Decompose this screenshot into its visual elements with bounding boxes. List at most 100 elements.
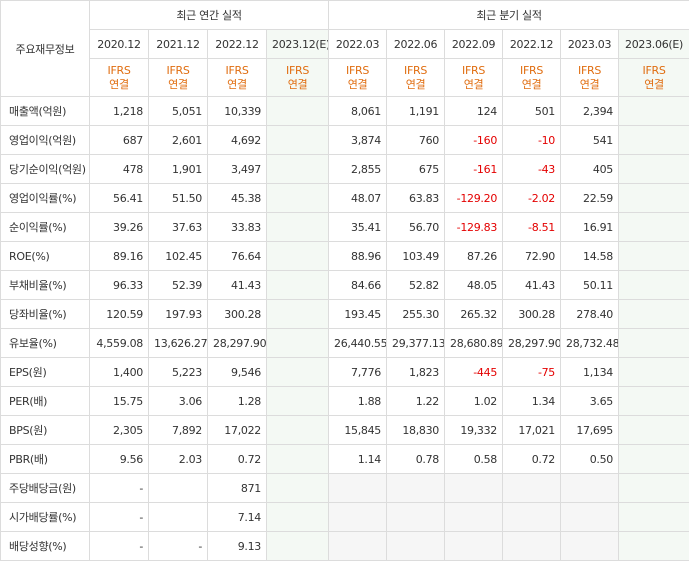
row-label: 시가배당률(%) [0,502,90,532]
quarter-value-cell: -8.51 [502,212,562,242]
quarter-value-cell: 72.90 [502,241,562,271]
quarter-value-cell [618,96,689,126]
quarter-value-cell [560,473,620,503]
annual-value-cell: - [148,531,208,561]
row-label: 당기순이익(억원) [0,154,90,184]
quarter-value-cell: -129.83 [444,212,504,242]
annual-value-cell [265,241,330,271]
quarter-value-cell: -10 [502,125,562,155]
quarter-value-cell: 1,823 [386,357,446,387]
table-row: 당기순이익(억원) 478 1,901 3,497 2,855 675 -161 -43 405 [0,154,689,184]
quarter-value-cell: 0.78 [386,444,446,474]
report-type-consolidated: 연결 [579,77,600,91]
period-header: 2022.09 [444,29,504,59]
period-header: 2023.03 [560,29,620,59]
report-type-ifrs: IFRS [578,63,602,77]
annual-value-cell [148,473,208,503]
quarter-value-cell: 84.66 [328,270,388,300]
quarter-value-cell: 300.28 [502,299,562,329]
report-type-ifrs: IFRS [225,63,249,77]
report-type-ifrs: IFRS [166,63,190,77]
report-type-consolidated: 연결 [521,77,542,91]
annual-value-cell [265,357,330,387]
annual-value-cell: 45.38 [207,183,267,213]
quarter-value-cell: 28,732.48 [560,328,620,358]
annual-value-cell: 56.41 [89,183,149,213]
quarter-value-cell: 1.88 [328,386,388,416]
annual-value-cell: 41.43 [207,270,267,300]
quarter-value-cell: 0.72 [502,444,562,474]
row-label: 당좌비율(%) [0,299,90,329]
row-label: 영업이익률(%) [0,183,90,213]
quarter-value-cell [618,531,689,561]
quarter-value-cell: 541 [560,125,620,155]
row-label: 순이익률(%) [0,212,90,242]
row-label: 부채비율(%) [0,270,90,300]
annual-value-cell: 2,305 [89,415,149,445]
report-type-consolidated: 연결 [405,77,426,91]
quarter-value-cell: 103.49 [386,241,446,271]
quarter-value-cell: -129.20 [444,183,504,213]
table-row: 영업이익률(%) 56.41 51.50 45.38 48.07 63.83 -129.20… [0,183,689,213]
quarter-value-cell: 48.07 [328,183,388,213]
row-label-header: 주요재무정보 [0,0,90,97]
annual-value-cell: 687 [89,125,149,155]
annual-value-cell [148,502,208,532]
annual-value-cell: 3,497 [207,154,267,184]
annual-value-cell: 9,546 [207,357,267,387]
report-type-consolidated: 연결 [227,77,247,91]
quarter-value-cell: 2,394 [560,96,620,126]
quarter-value-cell [386,502,446,532]
annual-value-cell: - [89,473,149,503]
table-row: 영업이익(억원) 687 2,601 4,692 3,874 760 -160 -10 541 [0,125,689,155]
quarter-value-cell: 14.58 [560,241,620,271]
annual-value-cell: - [89,531,149,561]
row-label: 매출액(억원) [0,96,90,126]
quarter-value-cell: -445 [444,357,504,387]
quarter-value-cell: 1,134 [560,357,620,387]
report-type-consolidated: 연결 [644,77,664,91]
quarter-value-cell: -2.02 [502,183,562,213]
annual-value-cell: 9.56 [89,444,149,474]
annual-value-cell [265,415,330,445]
quarter-value-cell [618,357,689,387]
quarter-group-title: 최근 분기 실적 [328,0,689,30]
annual-value-cell: 33.83 [207,212,267,242]
quarter-value-cell: 41.43 [502,270,562,300]
quarter-value-cell [502,473,562,503]
quarter-value-cell: 26,440.55 [328,328,388,358]
annual-value-cell: 0.72 [207,444,267,474]
annual-value-cell: 5,051 [148,96,208,126]
quarter-value-cell: 3.65 [560,386,620,416]
quarter-value-cell: 278.40 [560,299,620,329]
annual-value-cell: 28,297.90 [207,328,267,358]
annual-value-cell [265,270,330,300]
report-type-ifrs: IFRS [286,63,309,77]
annual-value-cell [265,96,330,126]
report-type-ifrs: IFRS [520,63,544,77]
quarter-value-cell: 28,297.90 [502,328,562,358]
table-row: BPS(원) 2,305 7,892 17,022 15,845 18,830 19,332… [0,415,689,445]
quarter-value-cell: -161 [444,154,504,184]
quarter-value-cell: -75 [502,357,562,387]
report-type-ifrs: IFRS [642,63,666,77]
annual-value-cell: 478 [89,154,149,184]
quarter-value-cell: 124 [444,96,504,126]
quarter-value-cell: 1.22 [386,386,446,416]
quarter-value-cell [386,531,446,561]
quarter-value-cell: 87.26 [444,241,504,271]
annual-value-cell [265,183,330,213]
quarter-value-cell: 88.96 [328,241,388,271]
quarter-value-cell: 19,332 [444,415,504,445]
annual-value-cell: 4,692 [207,125,267,155]
quarter-value-cell: 48.05 [444,270,504,300]
quarter-value-cell: 3,874 [328,125,388,155]
annual-value-cell: 2,601 [148,125,208,155]
quarter-value-cell [618,386,689,416]
report-type-consolidated: 연결 [168,77,188,91]
report-type-ifrs: IFRS [107,63,131,77]
quarter-value-cell [618,299,689,329]
annual-value-cell [265,328,330,358]
annual-value-cell: 39.26 [89,212,149,242]
